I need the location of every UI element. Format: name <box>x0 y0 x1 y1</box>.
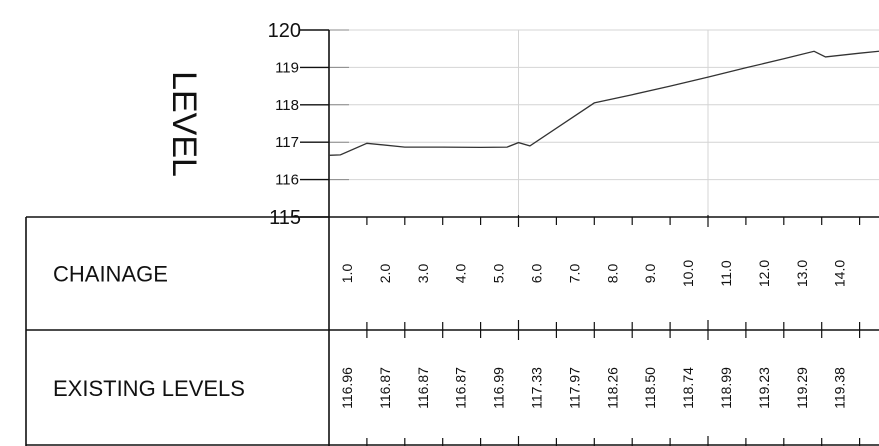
existing-level-value: 119.23 <box>756 367 772 409</box>
existing-level-value: 118.99 <box>718 367 734 409</box>
chainage-value: 12.0 <box>756 260 772 287</box>
existing-level-line <box>328 50 879 156</box>
existing-level-value: 116.96 <box>339 367 355 409</box>
existing-level-value: 116.87 <box>377 367 393 409</box>
series-layer <box>328 50 879 156</box>
chainage-value: 4.0 <box>453 264 469 284</box>
chainage-value: 13.0 <box>794 260 810 287</box>
row-label: CHAINAGE <box>53 262 168 287</box>
chainage-value: 7.0 <box>566 264 582 284</box>
row-label: EXISTING LEVELS <box>53 376 245 401</box>
grid-lines <box>329 29 879 218</box>
chainage-value: 11.0 <box>718 260 734 286</box>
existing-level-value: 116.99 <box>491 367 507 409</box>
existing-level-value: 119.38 <box>832 367 848 409</box>
y-tick-label: 117 <box>275 134 299 151</box>
y-axis-label: LEVEL <box>165 71 203 177</box>
existing-level-value: 118.74 <box>680 367 696 409</box>
chainage-value: 5.0 <box>491 264 507 284</box>
y-tick-label: 115 <box>269 207 301 229</box>
y-tick-label: 119 <box>275 59 299 76</box>
chainage-value: 3.0 <box>415 264 431 284</box>
existing-level-value: 116.87 <box>453 367 469 409</box>
chainage-value: 9.0 <box>642 264 658 284</box>
existing-level-value: 117.33 <box>528 367 544 409</box>
chainage-value: 14.0 <box>832 260 848 287</box>
existing-level-value: 119.29 <box>794 367 810 409</box>
chainage-value: 1.0 <box>339 264 355 284</box>
y-tick-label: 116 <box>275 172 299 189</box>
existing-level-value: 118.50 <box>642 367 658 409</box>
chainage-value: 6.0 <box>528 264 544 284</box>
chainage-value: 2.0 <box>377 264 393 284</box>
existing-level-value: 116.87 <box>415 367 431 409</box>
data-table: CHAINAGE EXISTING LEVELS 1.0 2.0 3.0 4.0 5.0 6.… <box>25 215 879 446</box>
y-tick-label: 120 <box>268 20 301 42</box>
existing-level-value: 118.26 <box>604 367 620 409</box>
existing-level-value: 117.97 <box>566 367 582 409</box>
chainage-value: 10.0 <box>680 260 696 287</box>
y-tick-label: 118 <box>275 97 299 114</box>
axis-layer: 115 116 117 118 119 120 <box>268 20 349 446</box>
chainage-value: 8.0 <box>604 264 620 284</box>
